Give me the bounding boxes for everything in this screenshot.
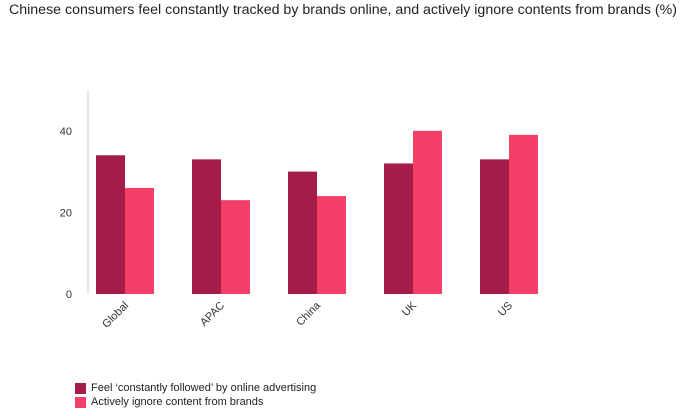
bar-us-series-1: [509, 135, 538, 294]
bar-china-series-1: [317, 196, 346, 294]
y-tick-label: 0: [66, 289, 72, 301]
legend: Feel ‘constantly followed’ by online adv…: [75, 381, 316, 409]
bar-apac-series-0: [192, 159, 221, 294]
bar-global-series-0: [96, 155, 125, 294]
bar-uk-series-1: [413, 131, 442, 294]
legend-label-ignore: Actively ignore content from brands: [91, 396, 263, 408]
bar-china-series-0: [288, 172, 317, 294]
x-tick-label: UK: [400, 299, 420, 319]
x-tick-label: APAC: [198, 300, 227, 329]
x-tick-label: China: [294, 299, 323, 328]
legend-swatch-ignore: [75, 397, 86, 408]
bar-global-series-1: [125, 188, 154, 294]
bar-chart: 0 20 40 Global APAC China UK US: [0, 0, 700, 416]
x-tick-label: US: [496, 300, 515, 319]
bar-us-series-0: [480, 159, 509, 294]
legend-item-followed: Feel ‘constantly followed’ by online adv…: [75, 381, 316, 395]
bar-uk-series-0: [384, 163, 413, 294]
y-tick-label: 20: [60, 207, 72, 219]
legend-label-followed: Feel ‘constantly followed’ by online adv…: [91, 382, 316, 394]
x-tick-label: Global: [100, 300, 131, 331]
y-tick-label: 40: [60, 126, 72, 138]
legend-swatch-followed: [75, 383, 86, 394]
bar-apac-series-1: [221, 200, 250, 294]
legend-item-ignore: Actively ignore content from brands: [75, 395, 316, 409]
